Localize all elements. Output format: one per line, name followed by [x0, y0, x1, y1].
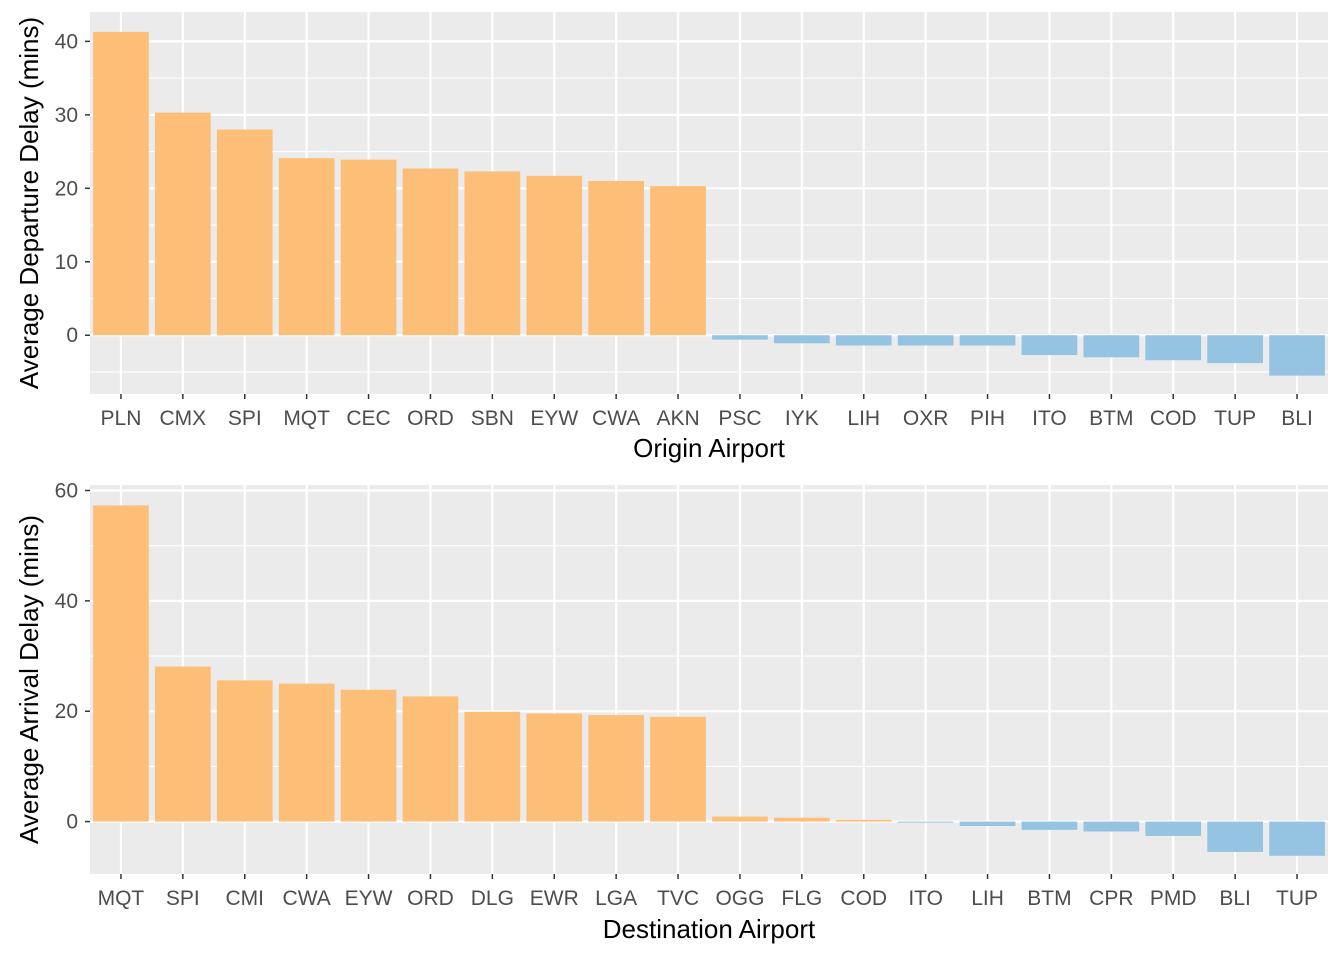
bar-lih: [835, 335, 892, 346]
x-tick-label-dlg: DLG: [471, 887, 514, 910]
x-tick-label-cec: CEC: [346, 407, 390, 430]
x-tick-label-mqt: MQT: [283, 407, 330, 430]
x-tick-label-ord: ORD: [407, 887, 454, 910]
x-tick-label-akn: AKN: [656, 407, 699, 430]
bar-mqt: [278, 158, 335, 336]
x-tick-label-cmi: CMI: [226, 887, 265, 910]
x-tick-label-lih: LIH: [971, 887, 1004, 910]
bar-cod: [835, 819, 892, 822]
x-tick-label-cmx: CMX: [160, 407, 207, 430]
departure-delay-chart: 0 10 20 30 40 PLN CMX SPI MQT CEC ORD SBN EYW CWA AKN P…: [14, 12, 1328, 463]
y-tick-label: 0: [66, 324, 78, 347]
x-tick-label-btm: BTM: [1027, 887, 1071, 910]
bar-ord: [402, 168, 459, 336]
x-axis-title: Origin Airport: [633, 433, 785, 463]
bar-cwa: [278, 683, 335, 822]
bar-bli: [1269, 335, 1325, 376]
x-tick-label-sbn: SBN: [471, 407, 514, 430]
bar-bli: [1207, 821, 1264, 852]
x-tick-label-cod: COD: [840, 887, 887, 910]
x-tick-label-spi: SPI: [166, 887, 200, 910]
bar-tup: [1269, 821, 1325, 856]
x-tick-label-lih: LIH: [847, 407, 880, 430]
x-tick-label-iyk: IYK: [785, 407, 819, 430]
bar-eyw: [340, 689, 397, 822]
arrival-delay-chart: 0 20 40 60 MQT SPI CMI CWA EYW ORD DLG EWR LGA TVC OGG…: [14, 480, 1328, 944]
x-tick-label-bli: BLI: [1281, 407, 1313, 430]
bar-spi: [154, 666, 211, 822]
x-tick-label-ewr: EWR: [530, 887, 579, 910]
x-tick-label-pmd: PMD: [1150, 887, 1197, 910]
bar-oxr: [897, 335, 954, 346]
x-tick-label-tup: TUP: [1214, 407, 1256, 430]
bar-ito: [897, 821, 954, 823]
bar-ewr: [526, 713, 583, 822]
bar-dlg: [464, 711, 521, 822]
y-tick-label: 60: [55, 480, 78, 503]
y-tick-label: 30: [55, 104, 78, 127]
y-tick-label: 40: [55, 30, 78, 53]
bar-sbn: [464, 171, 521, 336]
bar-pln: [93, 31, 149, 336]
bar-eyw: [526, 175, 583, 336]
bar-cmi: [216, 680, 273, 822]
y-tick-label: 10: [55, 251, 78, 274]
bar-mqt: [93, 505, 149, 822]
x-tick-label-btm: BTM: [1089, 407, 1133, 430]
bar-lih: [959, 821, 1016, 826]
y-axis-title: Average Arrival Delay (mins): [14, 515, 44, 844]
bar-tup: [1207, 335, 1264, 364]
bar-akn: [650, 186, 706, 336]
x-tick-label-ogg: OGG: [715, 887, 764, 910]
x-tick-label-ito: ITO: [908, 887, 943, 910]
plot-panel: [90, 485, 1328, 874]
bar-cwa: [588, 180, 645, 336]
bar-btm: [1083, 335, 1140, 358]
x-tick-label-pln: PLN: [101, 407, 142, 430]
x-tick-label-mqt: MQT: [98, 887, 145, 910]
x-tick-label-eyw: EYW: [345, 887, 393, 910]
x-tick-label-pih: PIH: [970, 407, 1005, 430]
x-tick-label-flg: FLG: [781, 887, 822, 910]
y-tick-label: 20: [55, 177, 78, 200]
bar-lga: [588, 715, 645, 822]
bar-pih: [959, 335, 1016, 346]
bar-cod: [1145, 335, 1202, 361]
x-tick-label-cod: COD: [1150, 407, 1197, 430]
x-tick-label-cwa: CWA: [283, 887, 331, 910]
bar-ogg: [712, 816, 768, 822]
bar-pmd: [1145, 821, 1202, 836]
y-tick-label: 0: [66, 811, 78, 834]
x-tick-label-bli: BLI: [1219, 887, 1251, 910]
plot-panel: [90, 12, 1328, 394]
bar-ito: [1021, 335, 1078, 356]
y-tick-label: 40: [55, 590, 78, 613]
bar-cec: [340, 159, 397, 336]
x-tick-label-oxr: OXR: [903, 407, 949, 430]
x-tick-label-tup: TUP: [1276, 887, 1318, 910]
x-tick-label-spi: SPI: [228, 407, 262, 430]
x-tick-label-ito: ITO: [1032, 407, 1067, 430]
bar-tvc: [650, 716, 706, 822]
bar-cpr: [1083, 821, 1140, 832]
x-tick-label-tvc: TVC: [657, 887, 699, 910]
bar-spi: [216, 129, 273, 336]
bar-cmx: [154, 112, 211, 336]
bar-flg: [773, 817, 830, 822]
bar-btm: [1021, 821, 1078, 830]
y-tick-label: 20: [55, 700, 78, 723]
bar-iyk: [773, 335, 830, 344]
y-axis-title: Average Departure Delay (mins): [14, 17, 44, 389]
bar-ord: [402, 696, 459, 822]
x-tick-label-psc: PSC: [718, 407, 761, 430]
x-tick-label-eyw: EYW: [530, 407, 578, 430]
x-tick-label-cwa: CWA: [592, 407, 640, 430]
x-tick-label-lga: LGA: [595, 887, 637, 910]
x-axis-title: Destination Airport: [603, 914, 816, 944]
bar-psc: [712, 335, 768, 340]
x-tick-label-cpr: CPR: [1089, 887, 1133, 910]
x-tick-label-ord: ORD: [407, 407, 454, 430]
